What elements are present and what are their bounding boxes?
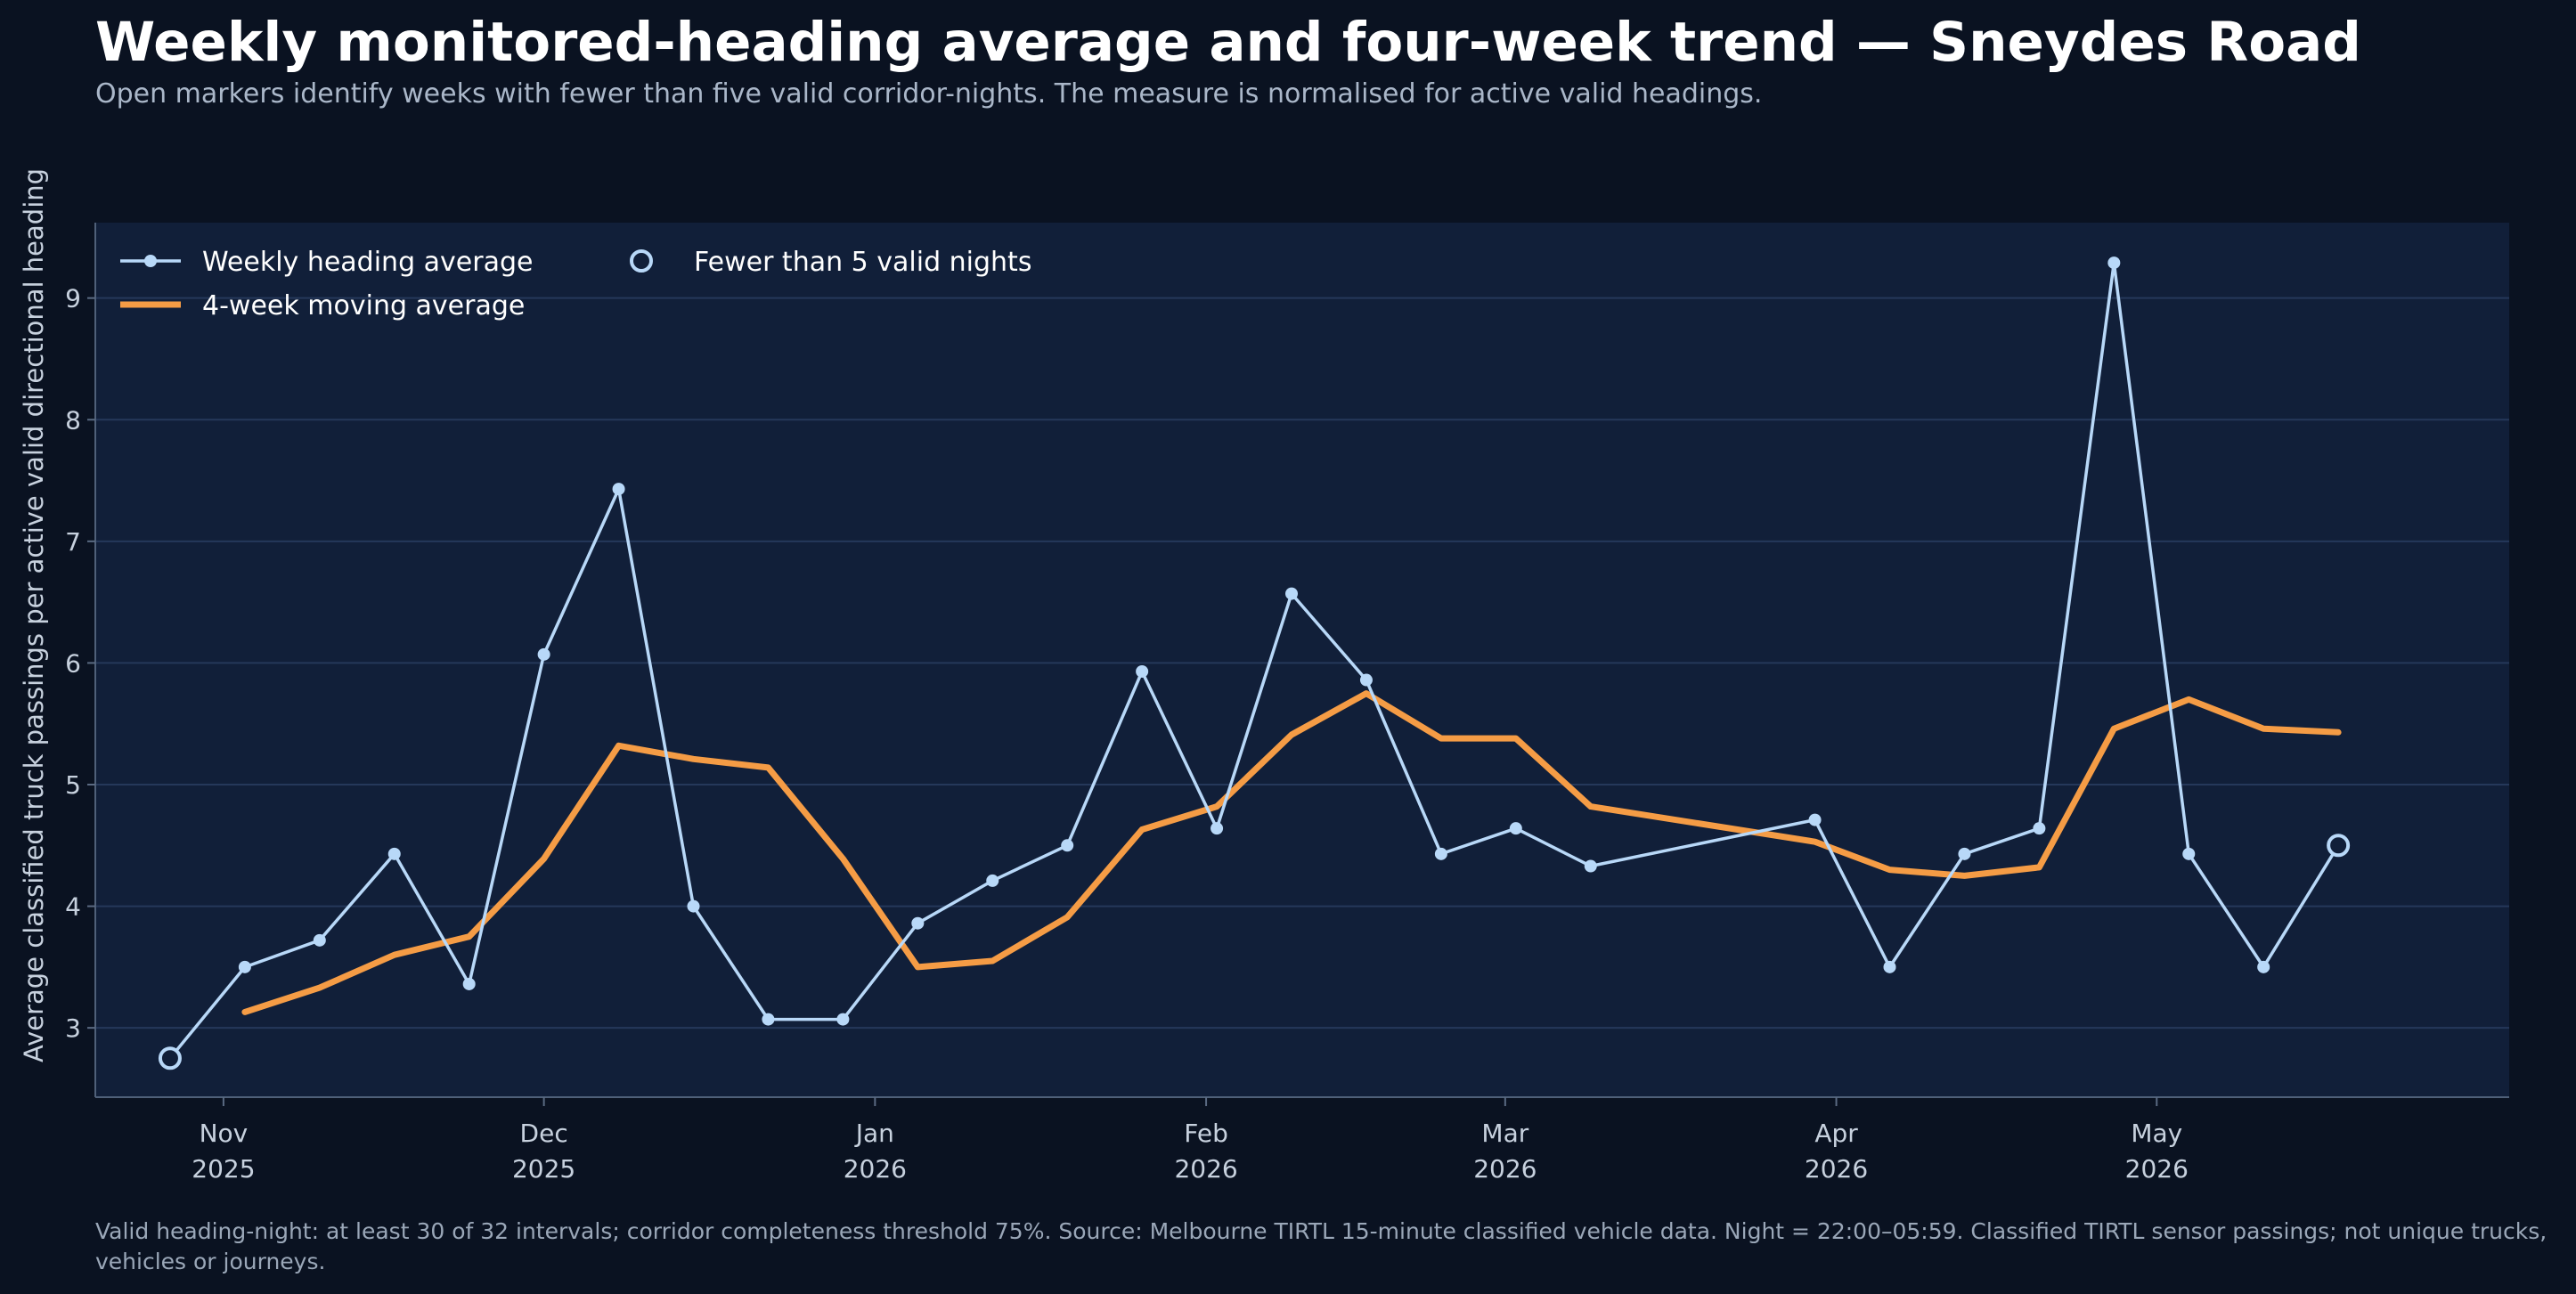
legend-swatch-low-coverage <box>630 249 653 273</box>
x-tick-label: May <box>2131 1119 2182 1148</box>
legend-label: Fewer than 5 valid nights <box>694 247 1031 278</box>
weekly-point <box>1359 673 1373 687</box>
weekly-point <box>1883 960 1896 973</box>
weekly-point <box>1061 839 1074 852</box>
weekly-average-line <box>168 261 2340 1060</box>
weekly-point <box>2257 960 2270 973</box>
x-tick-label: Apr <box>1814 1119 1858 1148</box>
x-tick-label: 2025 <box>192 1154 255 1184</box>
y-axis-ticks: 3 4 5 6 7 8 9 <box>65 284 95 1043</box>
weekly-point <box>462 977 476 990</box>
weekly-point <box>1136 664 1149 678</box>
series-group <box>158 256 2351 1070</box>
weekly-point <box>911 916 925 930</box>
weekly-point <box>1211 822 1224 835</box>
footnote: Valid heading-night: at least 30 of 32 i… <box>95 1218 2547 1274</box>
y-tick-label: 3 <box>65 1013 81 1043</box>
x-tick-label: Feb <box>1184 1119 1228 1148</box>
weekly-point <box>387 847 401 860</box>
y-tick-label: 7 <box>65 527 81 557</box>
x-axis-ticks: Nov 2025 Dec 2025 Jan 2026 Feb 2026 Mar 2026 Apr 20… <box>192 1097 2189 1184</box>
x-tick-label: 2025 <box>512 1154 575 1184</box>
weekly-point <box>687 899 700 913</box>
y-tick-label: 8 <box>65 405 81 435</box>
legend: Weekly heading average 4-week moving aver… <box>120 247 1031 321</box>
x-tick-label: 2026 <box>1174 1154 1237 1184</box>
weekly-point <box>2033 822 2046 835</box>
legend-swatch-weekly-dot <box>144 255 157 267</box>
low-coverage-point <box>158 1046 182 1070</box>
y-tick-label: 6 <box>65 648 81 678</box>
y-tick-label: 4 <box>65 892 81 922</box>
weekly-point <box>2182 847 2196 860</box>
x-tick-label: 2026 <box>2125 1154 2189 1184</box>
weekly-point <box>762 1013 775 1026</box>
plot-area <box>95 223 2509 1097</box>
x-tick-label: Mar <box>1481 1119 1528 1148</box>
weekly-point <box>986 874 999 887</box>
low-coverage-point <box>2327 834 2351 858</box>
weekly-point <box>313 933 326 947</box>
x-tick-label: 2026 <box>844 1154 907 1184</box>
x-tick-label: Dec <box>520 1119 568 1148</box>
x-tick-label: 2026 <box>1805 1154 1868 1184</box>
y-axis-label: Average classified truck passings per ac… <box>19 168 49 1062</box>
chart-subtitle: Open markers identify weeks with fewer t… <box>95 78 1763 110</box>
weekly-point <box>1584 859 1597 873</box>
weekly-point <box>2107 256 2121 270</box>
chart-title: Weekly monitored-heading average and fou… <box>95 11 2361 74</box>
x-tick-label: 2026 <box>1473 1154 1537 1184</box>
legend-label: Weekly heading average <box>202 247 533 278</box>
x-tick-label: Nov <box>200 1119 249 1148</box>
legend-label: 4-week moving average <box>202 290 525 321</box>
weekly-point <box>1808 813 1822 826</box>
weekly-point <box>1509 822 1522 835</box>
y-tick-label: 9 <box>65 284 81 313</box>
weekly-point <box>612 483 625 496</box>
weekly-point <box>1285 587 1299 600</box>
moving-average-line <box>241 690 2342 1015</box>
weekly-point <box>1434 847 1447 860</box>
weekly-point <box>836 1013 850 1026</box>
y-tick-label: 5 <box>65 770 81 800</box>
x-tick-label: Jan <box>854 1119 894 1148</box>
weekly-point <box>238 960 251 973</box>
weekly-point <box>537 647 550 661</box>
axes <box>94 223 2509 1098</box>
weekly-point <box>1958 847 1971 860</box>
